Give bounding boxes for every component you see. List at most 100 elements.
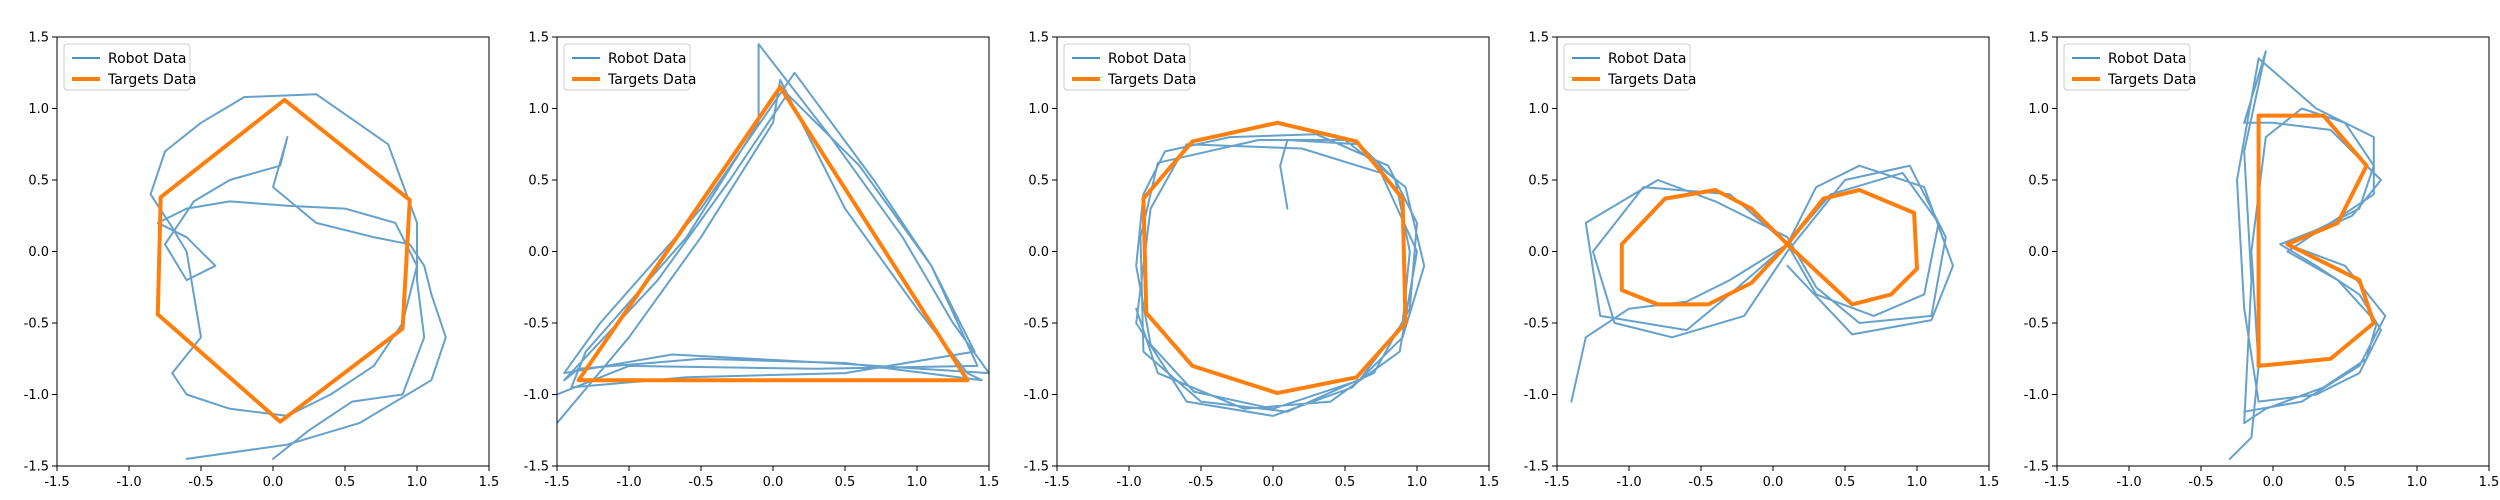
x-tick-label: -1.5 (544, 475, 569, 490)
legend: Robot Data Targets Data (563, 43, 696, 91)
x-tick-label: 0.5 (1835, 475, 1856, 490)
y-tick-label: -0.5 (1524, 317, 1549, 332)
x-tick-label: -1.0 (1616, 475, 1641, 490)
series-layer (2228, 50, 2387, 460)
y-tick-label: 0.0 (28, 245, 49, 260)
y-tick-label: 0.0 (2028, 245, 2049, 260)
y-tick-label: 1.0 (1528, 102, 1549, 117)
plot-area (2057, 37, 2489, 466)
y-tick-label: 1.0 (28, 102, 49, 117)
series-targets-line (576, 85, 970, 383)
series-layer (149, 93, 447, 460)
y-tick-label: 1.0 (1028, 102, 1049, 117)
y-tick-label: -1.5 (2024, 460, 2049, 475)
y-tick-label: 1.5 (1028, 31, 1049, 46)
x-tick-label: 1.0 (1407, 475, 1428, 490)
y-tick-label: 0.0 (528, 245, 549, 260)
legend-label-targets: Targets Data (2107, 72, 2196, 88)
y-tick-label: 0.5 (2028, 174, 2049, 189)
series-layer (1135, 120, 1426, 417)
chart-panel-1: -1.5 -1.0 -0.5 0.0 0.5 1.0 1.5 -1.5 -1.0 -0.5 0.0 0… (24, 31, 500, 491)
x-tick-label: -0.5 (1688, 475, 1713, 490)
y-tick-label: -0.5 (524, 317, 549, 332)
x-tick-label: -0.5 (2188, 475, 2213, 490)
y-tick-label: -1.5 (1524, 460, 1549, 475)
series-layer (1570, 164, 1954, 403)
x-tick-label: 0.5 (835, 475, 856, 490)
y-tick-label: -1.0 (24, 388, 49, 403)
y-tick-label: 0.5 (28, 174, 49, 189)
legend-label-robot: Robot Data (1108, 51, 1186, 67)
x-tick-label: -1.0 (1116, 475, 1141, 490)
chart-panel-2: -1.5 -1.0 -0.5 0.0 0.5 1.0 1.5 -1.5 -1.0 -0.5 0.0 0… (524, 31, 1000, 491)
x-tick-label: 0.5 (335, 475, 356, 490)
x-tick-label: -1.0 (616, 475, 641, 490)
y-tick-label: 1.0 (2028, 102, 2049, 117)
series-layer (557, 43, 989, 425)
y-tick-label: 0.5 (1028, 174, 1049, 189)
y-tick-label: 0.0 (1028, 245, 1049, 260)
x-tick-label: -0.5 (1188, 475, 1213, 490)
plot-area (557, 37, 989, 466)
chart-panel-3: -1.5 -1.0 -0.5 0.0 0.5 1.0 1.5 -1.5 -1.0 -0.5 0.0 0… (1024, 31, 1500, 491)
x-tick-label: 0.0 (1263, 475, 1284, 490)
y-tick-label: 0.5 (528, 174, 549, 189)
series-targets-line (2256, 113, 2376, 368)
x-tick-label: -1.5 (44, 475, 69, 490)
legend: Robot Data Targets Data (1563, 43, 1696, 91)
x-tick-label: 1.5 (979, 475, 1000, 490)
y-tick-label: -1.0 (1524, 388, 1549, 403)
y-tick-label: 1.5 (1528, 31, 1549, 46)
legend-label-targets: Targets Data (1107, 72, 1196, 88)
y-tick-label: 0.0 (1528, 245, 1549, 260)
legend-label-targets: Targets Data (607, 72, 696, 88)
legend-label-targets: Targets Data (107, 72, 196, 88)
x-tick-label: 1.5 (479, 475, 500, 490)
y-tick-label: 1.0 (528, 102, 549, 117)
x-tick-label: 1.0 (2407, 475, 2428, 490)
x-tick-label: -0.5 (188, 475, 213, 490)
series-robot-line (1135, 133, 1426, 417)
y-tick-label: 1.5 (2028, 31, 2049, 46)
legend: Robot Data Targets Data (2063, 43, 2196, 91)
y-tick-label: -0.5 (24, 317, 49, 332)
plot-area (57, 37, 489, 466)
x-tick-label: 1.0 (407, 475, 428, 490)
legend-label-robot: Robot Data (1608, 51, 1686, 67)
series-targets-line (1619, 188, 1919, 307)
x-tick-label: 1.0 (907, 475, 928, 490)
x-tick-label: -1.5 (2044, 475, 2069, 490)
series-targets-line (155, 97, 412, 424)
y-tick-label: -1.0 (2024, 388, 2049, 403)
y-tick-label: -1.0 (524, 388, 549, 403)
chart-panel-4: -1.5 -1.0 -0.5 0.0 0.5 1.0 1.5 -1.5 -1.0 -0.5 0.0 0… (1524, 31, 2000, 491)
x-tick-label: 0.5 (1335, 475, 1356, 490)
y-tick-label: -1.5 (1024, 460, 1049, 475)
x-tick-label: 1.5 (1479, 475, 1500, 490)
y-tick-label: 1.5 (28, 31, 49, 46)
y-tick-label: -1.5 (24, 460, 49, 475)
x-tick-label: 1.5 (2479, 475, 2500, 490)
x-tick-label: -1.5 (1044, 475, 1069, 490)
legend-label-robot: Robot Data (108, 51, 186, 67)
series-robot-line (557, 43, 989, 425)
y-tick-label: 0.5 (1528, 174, 1549, 189)
x-tick-label: 0.0 (2263, 475, 2284, 490)
y-tick-label: -0.5 (2024, 317, 2049, 332)
legend-label-robot: Robot Data (2108, 51, 2186, 67)
x-tick-label: 0.0 (1763, 475, 1784, 490)
x-tick-label: 1.0 (1907, 475, 1928, 490)
legend-label-robot: Robot Data (608, 51, 686, 67)
y-tick-label: -0.5 (1024, 317, 1049, 332)
series-targets-line (1141, 120, 1408, 396)
x-tick-label: 0.5 (2335, 475, 2356, 490)
y-tick-label: -1.0 (1024, 388, 1049, 403)
legend: Robot Data Targets Data (63, 43, 196, 91)
series-robot-line (1570, 164, 1954, 403)
plot-area (1057, 37, 1489, 466)
y-tick-label: 1.5 (528, 31, 549, 46)
legend-label-targets: Targets Data (1607, 72, 1696, 88)
x-tick-label: -0.5 (688, 475, 713, 490)
y-tick-label: -1.5 (524, 460, 549, 475)
x-tick-label: 0.0 (763, 475, 784, 490)
